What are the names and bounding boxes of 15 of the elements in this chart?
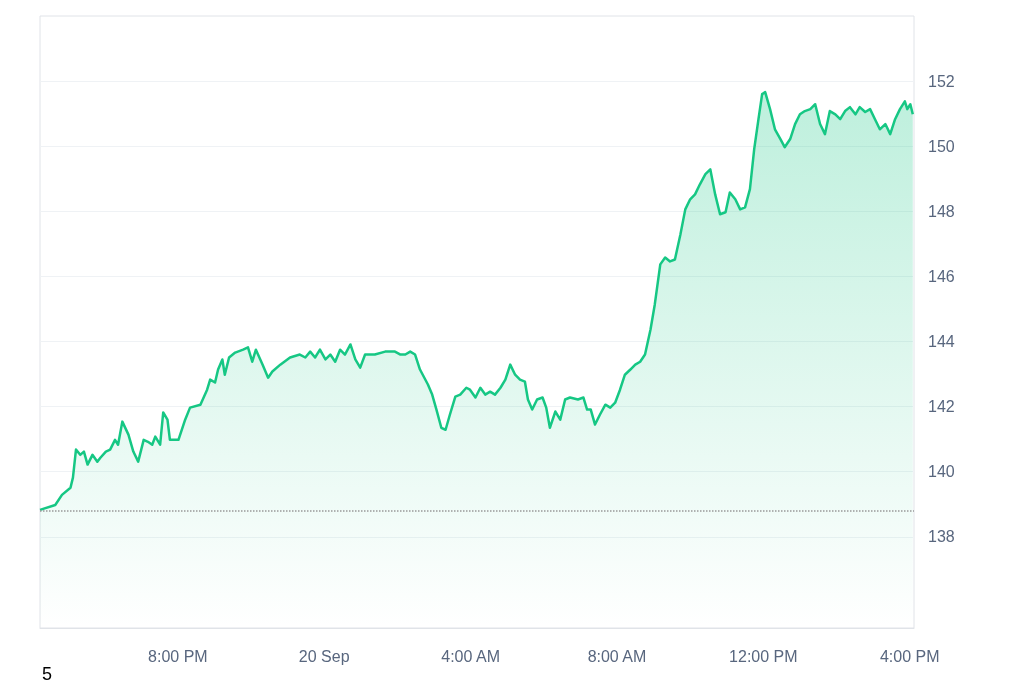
y-tick-label: 152 — [928, 72, 955, 90]
x-tick-label: 8:00 AM — [587, 647, 647, 665]
x-tick-label: 20 Sep — [298, 647, 350, 665]
x-tick-label: 4:00 AM — [441, 647, 500, 665]
y-tick-label: 146 — [928, 267, 955, 285]
y-tick-label: 150 — [928, 137, 955, 155]
text: 5 — [42, 664, 53, 683]
y-tick-label: 144 — [928, 333, 955, 351]
x-tick-label: 8:00 PM — [148, 647, 208, 665]
y-tick-label: 138 — [928, 528, 955, 546]
x-tick-label: 4:00 PM — [879, 647, 940, 665]
x-tick-label: 12:00 PM — [729, 647, 798, 665]
y-tick-label: 148 — [928, 202, 955, 220]
y-tick-label: 142 — [928, 398, 955, 416]
y-tick-label: 140 — [928, 463, 955, 481]
